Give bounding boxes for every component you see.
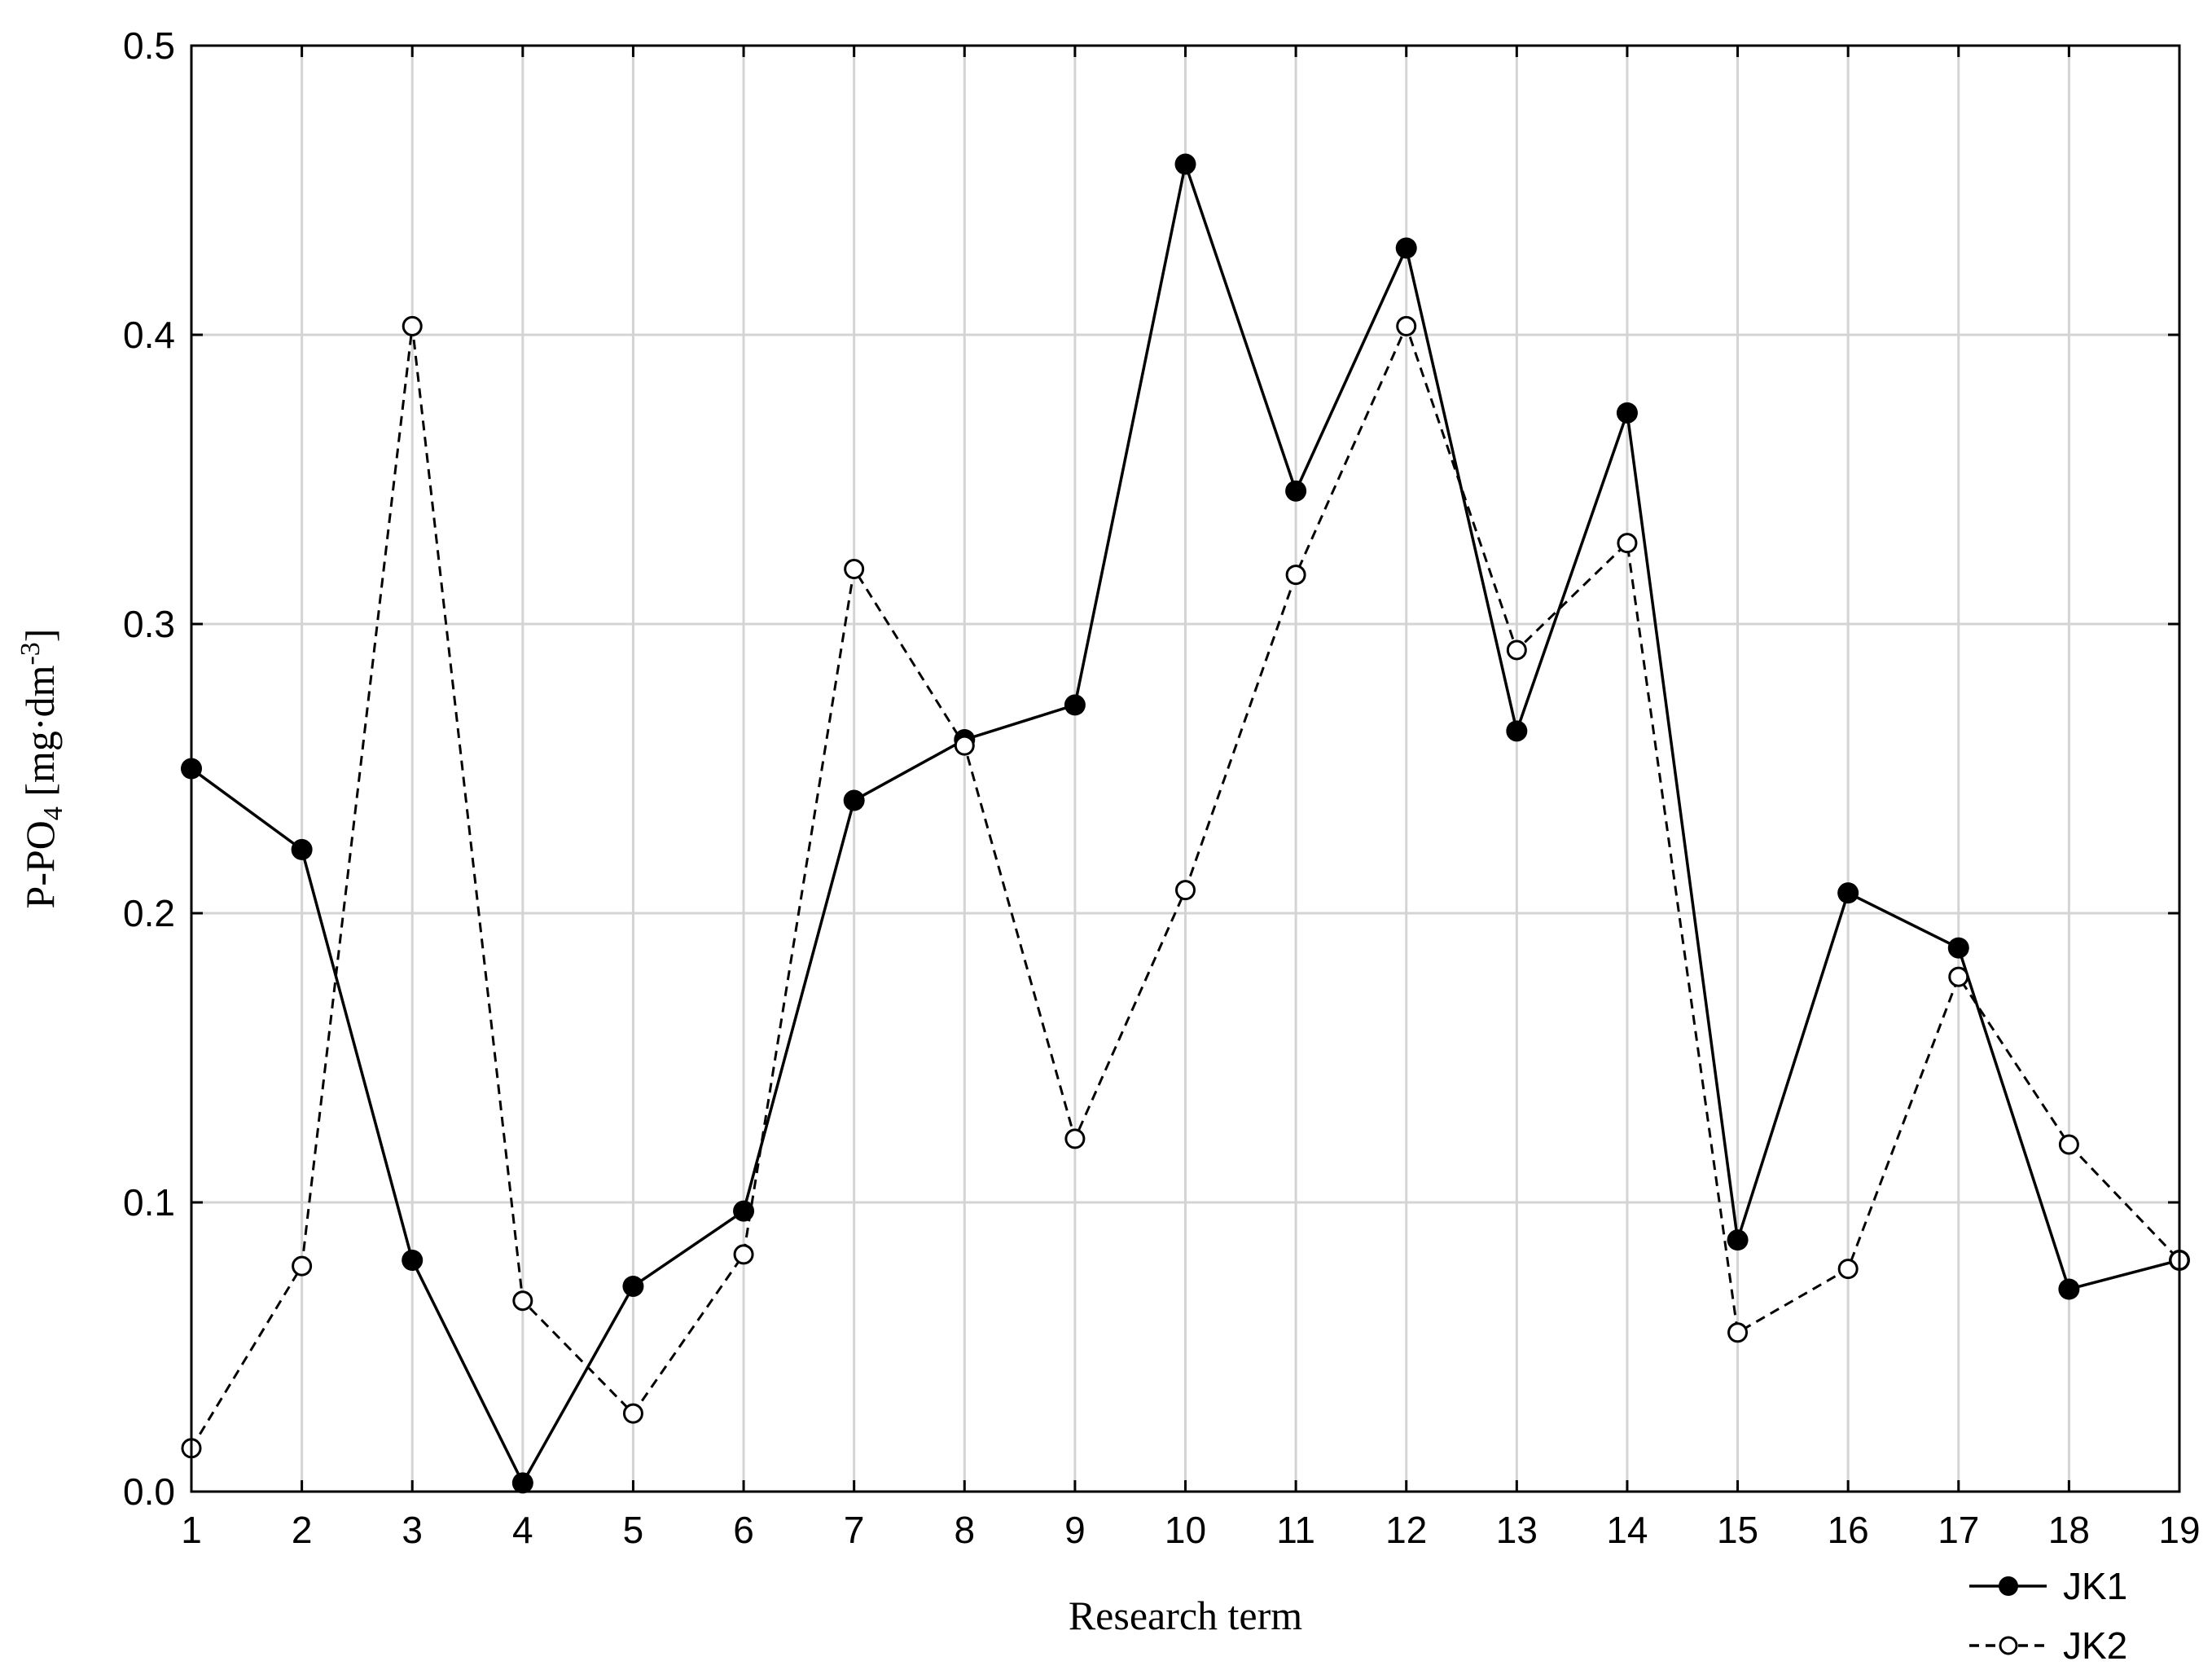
legend-marker-JK2 — [1999, 1636, 2018, 1655]
data-point-JK1 — [1616, 402, 1638, 424]
x-tick-label: 13 — [1496, 1509, 1538, 1551]
y-tick-label: 0.2 — [123, 892, 175, 934]
data-point-JK2 — [844, 559, 865, 580]
legend-label-JK2: JK2 — [2063, 1624, 2127, 1667]
y-axis-title-unit: [mg·dm — [17, 665, 63, 806]
data-point-JK2 — [512, 1290, 533, 1312]
data-point-JK2 — [1837, 1259, 1859, 1280]
data-point-JK2 — [2058, 1134, 2079, 1155]
y-axis-title: P-PO4 [mg·dm-3] — [15, 629, 68, 909]
data-point-JK2 — [1064, 1128, 1086, 1149]
x-tick-label: 6 — [733, 1509, 754, 1551]
x-tick-label: 15 — [1717, 1509, 1758, 1551]
data-point-JK1 — [402, 1250, 424, 1271]
x-tick-label: 3 — [402, 1509, 423, 1551]
data-point-JK2 — [1175, 880, 1196, 901]
data-point-JK1 — [2058, 1278, 2080, 1300]
x-axis-title: Research term — [1069, 1593, 1302, 1638]
data-point-JK2 — [1617, 533, 1638, 554]
data-point-JK1 — [1947, 937, 1969, 959]
data-point-JK1 — [1174, 153, 1196, 175]
x-tick-label: 18 — [2048, 1509, 2090, 1551]
data-point-JK2 — [402, 315, 423, 336]
x-tick-label: 8 — [954, 1509, 975, 1551]
legend-item-JK1: JK1 — [1969, 1565, 2127, 1607]
x-tick-label: 12 — [1385, 1509, 1427, 1551]
y-tick-label: 0.3 — [123, 603, 175, 645]
x-tick-label: 17 — [1938, 1509, 1979, 1551]
data-point-JK2 — [622, 1403, 643, 1424]
data-point-JK1 — [1506, 720, 1528, 742]
data-point-JK2 — [1506, 639, 1527, 661]
data-point-JK2 — [1396, 315, 1417, 336]
data-point-JK1 — [291, 838, 313, 860]
x-tick-label: 2 — [292, 1509, 313, 1551]
y-tick-label: 0.1 — [123, 1181, 175, 1224]
x-tick-label: 1 — [181, 1509, 202, 1551]
axis-ticks: 1 2 3 4 5 6 7 8 9 10 11 12 13 14 15 16 17 18 190.00.10.20.… — [123, 24, 2201, 1551]
data-point-JK1 — [1064, 694, 1086, 716]
y-tick-label: 0.4 — [123, 314, 175, 356]
series-JK2 — [181, 315, 2190, 1459]
x-tick-label: 10 — [1165, 1509, 1206, 1551]
data-point-JK2 — [292, 1255, 313, 1277]
data-point-JK2 — [733, 1244, 754, 1265]
data-point-JK2 — [1948, 966, 1969, 987]
y-tick-label: 0.0 — [123, 1470, 175, 1513]
data-point-JK1 — [1727, 1229, 1749, 1251]
data-point-JK1 — [622, 1275, 644, 1297]
x-tick-label: 7 — [844, 1509, 865, 1551]
legend-item-JK2: JK2 — [1969, 1624, 2127, 1667]
y-axis-title-close: ] — [17, 629, 63, 643]
x-tick-label: 16 — [1828, 1509, 1869, 1551]
data-point-JK1 — [1395, 237, 1417, 259]
y-axis-title-main: P-PO — [17, 820, 63, 908]
data-point-JK2 — [954, 735, 975, 756]
legend-label-JK1: JK1 — [2063, 1565, 2127, 1607]
x-tick-label: 4 — [512, 1509, 533, 1551]
y-axis-title-superscript: -3 — [15, 642, 46, 665]
y-axis-title-subscript: 4 — [38, 806, 68, 820]
grid — [191, 46, 2179, 1492]
x-tick-label: 11 — [1276, 1509, 1315, 1551]
data-point-JK1 — [1837, 882, 1859, 904]
x-tick-label: 14 — [1606, 1509, 1648, 1551]
legend-marker-JK1 — [1999, 1576, 2018, 1596]
y-tick-label: 0.5 — [123, 24, 175, 67]
data-point-JK1 — [843, 789, 865, 811]
data-point-JK2 — [1285, 565, 1306, 586]
x-tick-label: 19 — [2158, 1509, 2200, 1551]
data-point-JK1 — [1285, 480, 1307, 502]
x-tick-label: 5 — [623, 1509, 644, 1551]
data-point-JK2 — [1727, 1322, 1749, 1343]
x-tick-label: 9 — [1064, 1509, 1086, 1551]
